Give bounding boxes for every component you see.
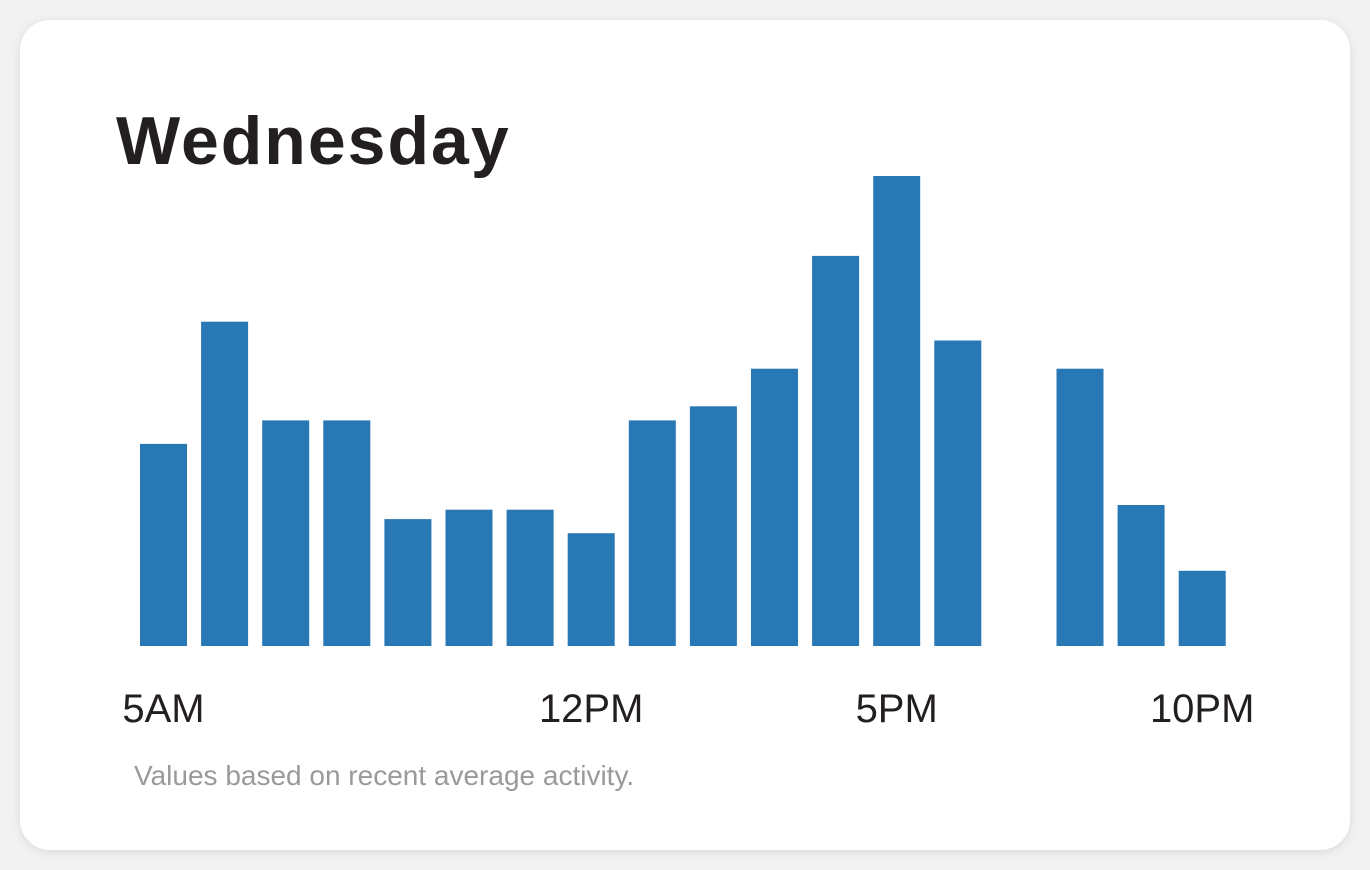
bar-6pm[interactable] [934,340,982,647]
bar-10am[interactable] [445,509,493,646]
bar-9am[interactable] [384,519,432,646]
bar-4pm[interactable] [812,255,860,646]
bar-5pm[interactable] [873,176,921,646]
popular-times-card: Wednesday 5AM 12PM 5PM 10PM Values based on… [20,20,1350,850]
bar-8am[interactable] [323,420,371,646]
x-tick-label-5am: 5AM [122,687,204,731]
x-tick-label-10pm: 10PM [1150,687,1255,731]
chart-title: Wednesday [116,103,511,179]
footnote: Values based on recent average activity. [134,760,635,791]
bar-5am[interactable] [140,443,187,646]
x-tick-label-12pm: 12PM [539,687,644,731]
bar-3pm[interactable] [751,368,798,646]
bar-6am[interactable] [201,321,249,646]
bar-1pm[interactable] [628,420,676,646]
bar-9pm[interactable] [1117,505,1165,646]
bar-11am[interactable] [506,509,554,646]
bar-10pm[interactable] [1178,570,1226,646]
x-tick-label-5pm: 5PM [856,687,938,731]
bar-12pm[interactable] [567,533,615,646]
bar-7am[interactable] [262,420,310,646]
bar-2pm[interactable] [689,406,737,646]
x-axis-ticks: 5AM 12PM 5PM 10PM [122,687,1254,731]
bars-group [140,176,1226,646]
bar-8pm[interactable] [1056,368,1104,646]
